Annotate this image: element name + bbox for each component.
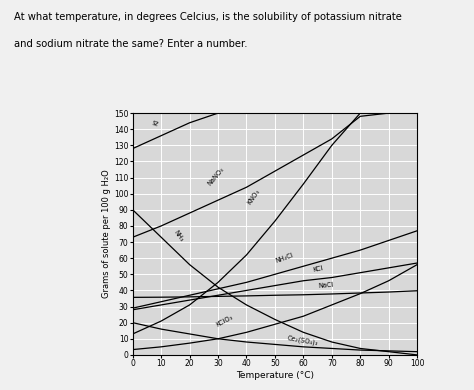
Text: KNO₃: KNO₃ xyxy=(246,188,261,206)
Text: NaNO₃: NaNO₃ xyxy=(207,166,225,186)
X-axis label: Temperature (°C): Temperature (°C) xyxy=(236,371,314,380)
Text: and sodium nitrate the same? Enter a number.: and sodium nitrate the same? Enter a num… xyxy=(14,39,248,49)
Text: Ce₂(SO₄)₃: Ce₂(SO₄)₃ xyxy=(286,335,318,346)
Text: NH₃: NH₃ xyxy=(173,229,184,243)
Text: KClO₃: KClO₃ xyxy=(215,314,234,328)
Text: NH₄Cl: NH₄Cl xyxy=(275,252,295,264)
Text: KI: KI xyxy=(153,119,160,127)
Y-axis label: Grams of solute per 100 g H₂O: Grams of solute per 100 g H₂O xyxy=(102,170,111,298)
Text: KCl: KCl xyxy=(312,266,323,273)
Text: At what temperature, in degrees Celcius, is the solubility of potassium nitrate: At what temperature, in degrees Celcius,… xyxy=(14,12,402,22)
Text: NaCl: NaCl xyxy=(318,282,334,289)
